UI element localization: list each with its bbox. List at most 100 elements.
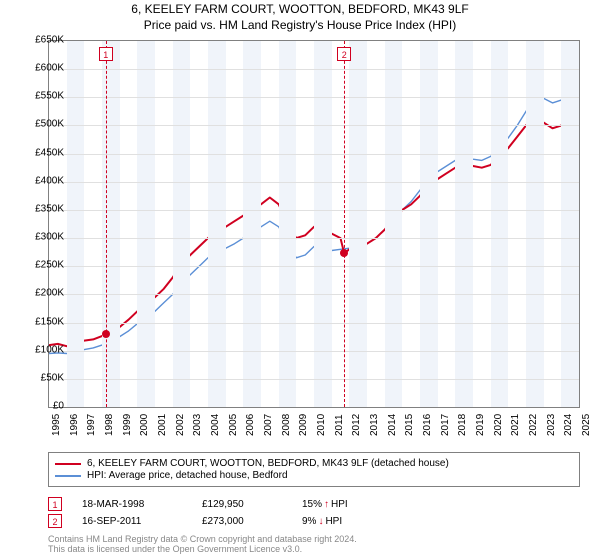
- year-band: [455, 41, 473, 407]
- footer-line1: Contains HM Land Registry data © Crown c…: [48, 534, 357, 544]
- transaction-row: 2 16-SEP-2011 £273,000 9% ↓ HPI: [48, 514, 348, 528]
- footer-line2: This data is licensed under the Open Gov…: [48, 544, 357, 554]
- x-axis-label: 2017: [440, 414, 451, 436]
- x-axis-label: 2001: [157, 414, 168, 436]
- year-band: [279, 41, 297, 407]
- y-axis-label: £150K: [35, 316, 64, 327]
- x-axis-label: 2018: [457, 414, 468, 436]
- gridline-horizontal: [49, 294, 579, 295]
- transaction-price: £129,950: [202, 499, 302, 510]
- gridline-horizontal: [49, 182, 579, 183]
- y-axis-label: £0: [53, 401, 64, 412]
- transaction-pct: 9%: [302, 516, 316, 527]
- year-band: [102, 41, 120, 407]
- year-band: [526, 41, 544, 407]
- x-axis-label: 2007: [263, 414, 274, 436]
- transaction-price: £273,000: [202, 516, 302, 527]
- gridline-horizontal: [49, 323, 579, 324]
- legend-swatch-hpi: [55, 475, 81, 477]
- x-axis-label: 2009: [298, 414, 309, 436]
- x-axis-label: 2022: [528, 414, 539, 436]
- transaction-row: 1 18-MAR-1998 £129,950 15% ↑ HPI: [48, 497, 348, 511]
- legend-label-hpi: HPI: Average price, detached house, Bedf…: [87, 470, 288, 481]
- x-axis-label: 2014: [387, 414, 398, 436]
- year-band: [314, 41, 332, 407]
- x-axis-label: 2013: [369, 414, 380, 436]
- x-axis-label: 2016: [422, 414, 433, 436]
- y-axis-label: £550K: [35, 91, 64, 102]
- x-axis-label: 2006: [245, 414, 256, 436]
- y-axis-label: £250K: [35, 260, 64, 271]
- x-axis-label: 2021: [510, 414, 521, 436]
- gridline-horizontal: [49, 379, 579, 380]
- y-axis-label: £450K: [35, 147, 64, 158]
- year-band: [173, 41, 191, 407]
- x-axis-label: 2024: [563, 414, 574, 436]
- y-axis-label: £300K: [35, 232, 64, 243]
- x-axis-label: 1999: [122, 414, 133, 436]
- title-subtitle: Price paid vs. HM Land Registry's House …: [0, 18, 600, 32]
- x-axis-label: 2011: [334, 414, 345, 436]
- x-axis-label: 2012: [351, 414, 362, 436]
- gridline-horizontal: [49, 210, 579, 211]
- transaction-dot: [340, 249, 348, 257]
- up-arrow-icon: ↑: [324, 499, 329, 510]
- x-axis-label: 2019: [475, 414, 486, 436]
- transaction-dot: [102, 330, 110, 338]
- x-axis-label: 2000: [139, 414, 150, 436]
- reference-line: [106, 41, 107, 407]
- transactions-table: 1 18-MAR-1998 £129,950 15% ↑ HPI 2 16-SE…: [48, 494, 348, 531]
- gridline-horizontal: [49, 97, 579, 98]
- gridline-horizontal: [49, 266, 579, 267]
- y-axis-label: £350K: [35, 203, 64, 214]
- y-axis-label: £50K: [41, 372, 64, 383]
- y-axis-label: £100K: [35, 344, 64, 355]
- y-axis-label: £650K: [35, 35, 64, 46]
- x-axis-label: 2020: [493, 414, 504, 436]
- down-arrow-icon: ↓: [318, 516, 323, 527]
- titles: 6, KEELEY FARM COURT, WOOTTON, BEDFORD, …: [0, 0, 600, 32]
- transaction-suffix: HPI: [331, 499, 348, 510]
- x-axis-label: 2003: [192, 414, 203, 436]
- x-axis-label: 2010: [316, 414, 327, 436]
- year-band: [208, 41, 226, 407]
- year-band: [491, 41, 509, 407]
- legend-row-subject: 6, KEELEY FARM COURT, WOOTTON, BEDFORD, …: [55, 458, 573, 469]
- year-band: [137, 41, 155, 407]
- year-band: [243, 41, 261, 407]
- year-band: [420, 41, 438, 407]
- title-address: 6, KEELEY FARM COURT, WOOTTON, BEDFORD, …: [0, 2, 600, 16]
- y-axis-label: £500K: [35, 119, 64, 130]
- x-axis-label: 2005: [228, 414, 239, 436]
- chart-container: 6, KEELEY FARM COURT, WOOTTON, BEDFORD, …: [0, 0, 600, 560]
- year-band: [561, 41, 579, 407]
- gridline-horizontal: [49, 238, 579, 239]
- year-band: [67, 41, 85, 407]
- gridline-horizontal: [49, 351, 579, 352]
- x-axis-label: 1996: [69, 414, 80, 436]
- x-axis-label: 2008: [281, 414, 292, 436]
- transaction-date: 16-SEP-2011: [82, 516, 202, 527]
- gridline-horizontal: [49, 154, 579, 155]
- transaction-suffix: HPI: [325, 516, 342, 527]
- gridline-horizontal: [49, 69, 579, 70]
- x-axis-label: 1998: [104, 414, 115, 436]
- reference-marker: 1: [99, 47, 113, 61]
- transaction-marker: 2: [48, 514, 62, 528]
- x-axis-label: 2002: [175, 414, 186, 436]
- transaction-marker: 1: [48, 497, 62, 511]
- x-axis-label: 2023: [546, 414, 557, 436]
- legend-swatch-subject: [55, 463, 81, 465]
- x-axis-label: 2015: [404, 414, 415, 436]
- legend-box: 6, KEELEY FARM COURT, WOOTTON, BEDFORD, …: [48, 452, 580, 487]
- legend-row-hpi: HPI: Average price, detached house, Bedf…: [55, 470, 573, 481]
- gridline-horizontal: [49, 125, 579, 126]
- y-axis-label: £200K: [35, 288, 64, 299]
- reference-line: [344, 41, 345, 407]
- transaction-pct: 15%: [302, 499, 322, 510]
- footer-attribution: Contains HM Land Registry data © Crown c…: [48, 534, 357, 554]
- y-axis-label: £400K: [35, 175, 64, 186]
- y-axis-label: £600K: [35, 63, 64, 74]
- reference-marker: 2: [337, 47, 351, 61]
- transaction-date: 18-MAR-1998: [82, 499, 202, 510]
